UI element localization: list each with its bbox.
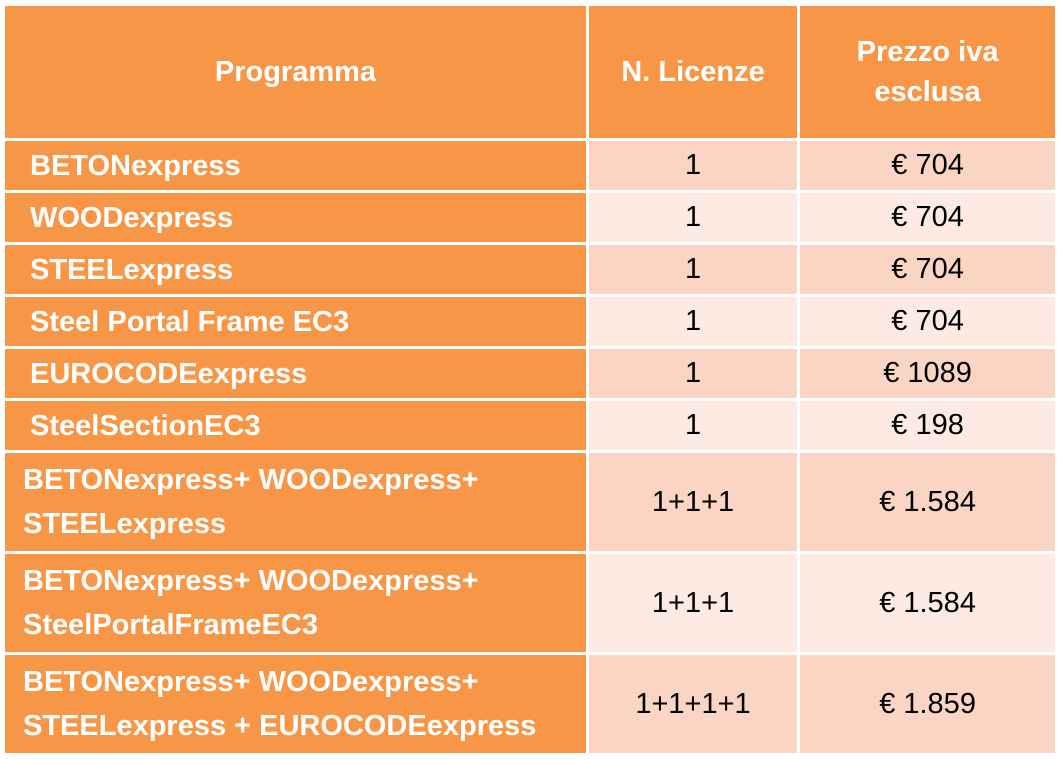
- price-cell: € 1.584: [800, 453, 1055, 551]
- price-cell: € 704: [800, 245, 1055, 294]
- price-cell: € 198: [800, 401, 1055, 450]
- table-row: EUROCODEexpress 1 € 1089: [5, 349, 1055, 398]
- program-cell: Steel Portal Frame EC3: [5, 297, 586, 346]
- licenses-cell: 1: [588, 141, 798, 190]
- table-row: SteelSectionEC3 1 € 198: [5, 401, 1055, 450]
- price-cell: € 704: [800, 141, 1055, 190]
- program-line-1: BETONexpress+ WOODexpress+: [23, 666, 479, 698]
- licenses-cell: 1: [588, 245, 798, 294]
- table-row: Steel Portal Frame EC3 1 € 704: [5, 297, 1055, 346]
- licenses-cell: 1+1+1: [588, 453, 798, 551]
- price-cell: € 1.859: [800, 655, 1055, 753]
- price-cell: € 704: [800, 193, 1055, 242]
- program-cell: STEELexpress: [5, 245, 586, 294]
- price-table: Programma N. Licenze Prezzo iva esclusa …: [2, 3, 1058, 756]
- program-cell: BETONexpress+ WOODexpress+ SteelPortalFr…: [5, 554, 586, 652]
- price-cell: € 1089: [800, 349, 1055, 398]
- table-row: BETONexpress 1 € 704: [5, 141, 1055, 190]
- table-header-row: Programma N. Licenze Prezzo iva esclusa: [5, 6, 1055, 138]
- price-cell: € 704: [800, 297, 1055, 346]
- program-line-1: BETONexpress+ WOODexpress+: [23, 565, 479, 597]
- table-row: BETONexpress+ WOODexpress+ STEELexpress …: [5, 655, 1055, 753]
- licenses-cell: 1+1+1: [588, 554, 798, 652]
- program-line-2: SteelPortalFrameEC3: [23, 609, 318, 641]
- program-cell: SteelSectionEC3: [5, 401, 586, 450]
- program-cell: BETONexpress+ WOODexpress+ STEELexpress …: [5, 655, 586, 753]
- header-program: Programma: [5, 6, 586, 138]
- header-price-label-line2: esclusa: [874, 76, 981, 108]
- licenses-cell: 1: [588, 297, 798, 346]
- header-licenses-label: N. Licenze: [621, 56, 765, 88]
- program-line-2: STEELexpress + EUROCODEexpress: [23, 710, 537, 742]
- licenses-cell: 1: [588, 193, 798, 242]
- program-line-1: BETONexpress+ WOODexpress+: [23, 464, 479, 496]
- program-cell: WOODexpress: [5, 193, 586, 242]
- header-licenses: N. Licenze: [588, 6, 798, 138]
- licenses-cell: 1: [588, 349, 798, 398]
- header-price: Prezzo iva esclusa: [800, 6, 1055, 138]
- program-cell: EUROCODEexpress: [5, 349, 586, 398]
- program-line-2: STEELexpress: [23, 508, 227, 540]
- licenses-cell: 1: [588, 401, 798, 450]
- header-price-label-line1: Prezzo iva: [856, 36, 999, 68]
- price-cell: € 1.584: [800, 554, 1055, 652]
- program-cell: BETONexpress: [5, 141, 586, 190]
- program-cell: BETONexpress+ WOODexpress+ STEELexpress: [5, 453, 586, 551]
- licenses-cell: 1+1+1+1: [588, 655, 798, 753]
- header-program-label: Programma: [214, 56, 377, 88]
- table-row: STEELexpress 1 € 704: [5, 245, 1055, 294]
- table-row: BETONexpress+ WOODexpress+ STEELexpress …: [5, 453, 1055, 551]
- table-row: BETONexpress+ WOODexpress+ SteelPortalFr…: [5, 554, 1055, 652]
- table-row: WOODexpress 1 € 704: [5, 193, 1055, 242]
